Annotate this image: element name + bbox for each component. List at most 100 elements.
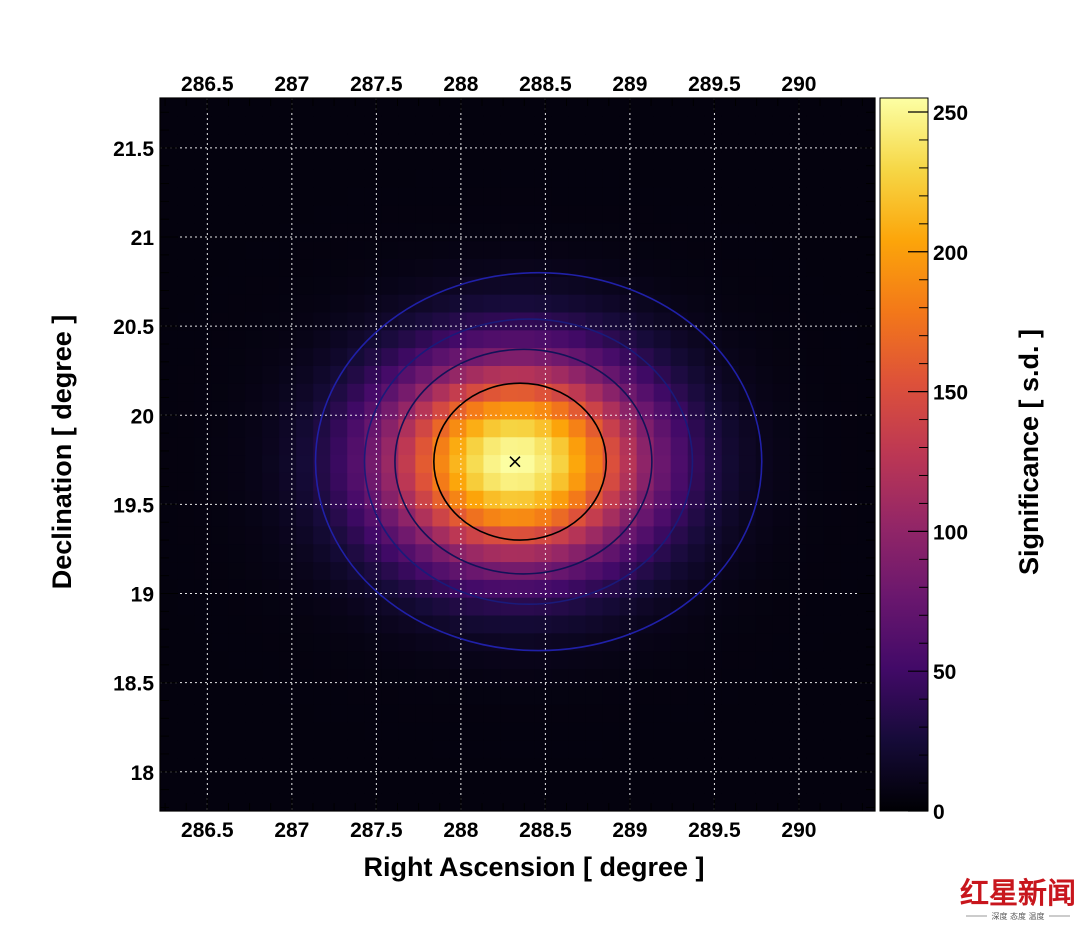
heatmap-cell xyxy=(466,115,485,135)
heatmap-cell xyxy=(160,454,178,473)
heatmap-cell xyxy=(483,169,502,188)
heatmap-cell xyxy=(551,169,570,188)
heatmap-cell xyxy=(670,204,689,224)
heatmap-cell xyxy=(177,614,195,634)
heatmap-cell xyxy=(160,222,178,242)
heatmap-cell xyxy=(840,383,859,402)
heatmap-cell xyxy=(177,579,195,598)
heatmap-cell xyxy=(517,204,536,224)
heatmap-cell xyxy=(449,258,468,277)
heatmap-cell xyxy=(177,561,195,580)
heatmap-cell xyxy=(857,490,875,509)
heatmap-cell xyxy=(296,490,314,509)
heatmap-cell xyxy=(177,276,195,295)
heatmap-cell xyxy=(551,294,570,313)
heatmap-cell xyxy=(211,472,229,491)
heatmap-cell xyxy=(551,151,570,170)
heatmap-cell xyxy=(449,365,468,384)
heatmap-cell xyxy=(194,222,212,242)
contour-line-1 xyxy=(314,271,763,652)
heatmap-cell xyxy=(585,401,604,420)
heatmap-cell xyxy=(432,597,450,616)
heatmap-cell xyxy=(347,668,365,687)
heatmap-cell xyxy=(517,793,536,811)
heatmap-cell xyxy=(568,98,587,117)
heatmap-cell xyxy=(619,329,638,349)
heatmap-cell xyxy=(194,757,212,776)
heatmap-cell xyxy=(398,383,416,402)
heatmap-cell xyxy=(568,169,587,188)
heatmap-cell xyxy=(347,401,365,420)
heatmap-cell xyxy=(449,775,468,794)
heatmap-cell xyxy=(245,365,263,384)
x-tick-label: 286.5 xyxy=(181,819,234,842)
heatmap-cell xyxy=(466,258,485,277)
heatmap-cell xyxy=(517,490,536,509)
heatmap-cell xyxy=(721,98,740,117)
colorbar xyxy=(879,97,929,812)
heatmap-cell xyxy=(806,507,825,527)
heatmap-cell xyxy=(262,169,280,188)
heatmap-cell xyxy=(398,543,416,563)
heatmap-cell xyxy=(551,347,570,366)
heatmap-cell xyxy=(857,133,875,153)
heatmap-cell xyxy=(398,561,416,580)
heatmap-cell xyxy=(449,151,468,170)
heatmap-cell xyxy=(738,739,757,759)
heatmap-cell xyxy=(313,632,331,652)
heatmap-cell xyxy=(704,187,723,206)
heatmap-cell xyxy=(381,472,399,491)
heatmap-cell xyxy=(177,258,195,277)
heatmap-cell xyxy=(415,258,433,277)
heatmap-cell xyxy=(313,222,331,242)
heatmap-cell xyxy=(500,668,519,687)
heatmap-cell xyxy=(228,169,246,188)
heatmap-cell xyxy=(466,472,485,491)
heatmap-cell xyxy=(568,757,587,776)
heatmap-cell xyxy=(449,739,468,759)
heatmap-cell xyxy=(194,490,212,509)
heatmap-cell xyxy=(500,98,519,117)
heatmap-cell xyxy=(398,775,416,794)
heatmap-cell xyxy=(160,187,178,206)
heatmap-cell xyxy=(840,579,859,598)
heatmap-cell xyxy=(500,276,519,295)
heatmap-cell xyxy=(330,222,348,242)
heatmap-cell xyxy=(755,704,774,723)
heatmap-cell xyxy=(517,151,536,170)
heatmap-cell xyxy=(755,240,774,260)
heatmap-cell xyxy=(279,151,297,170)
heatmap-cell xyxy=(857,240,875,260)
heatmap-cell xyxy=(636,294,655,313)
heatmap-cell xyxy=(619,187,638,206)
heatmap-cell xyxy=(857,579,875,598)
heatmap-cell xyxy=(772,614,791,634)
heatmap-cell xyxy=(194,543,212,563)
heatmap-cell xyxy=(500,204,519,224)
heatmap-cell xyxy=(738,222,757,242)
heatmap-cell xyxy=(177,187,195,206)
heatmap-cell xyxy=(619,133,638,153)
heatmap-cell xyxy=(772,204,791,224)
heatmap-cell xyxy=(279,793,297,811)
heatmap-cell xyxy=(636,704,655,723)
heatmap-cell xyxy=(772,668,791,687)
heatmap-cell xyxy=(704,579,723,598)
heatmap-cell xyxy=(857,276,875,295)
heatmap-cell xyxy=(670,294,689,313)
heatmap-cell xyxy=(653,383,672,402)
heatmap-cell xyxy=(704,507,723,527)
heatmap-cell xyxy=(483,347,502,366)
heatmap-cell xyxy=(160,561,178,580)
heatmap-cell xyxy=(704,686,723,705)
heatmap-cell xyxy=(364,329,382,349)
heatmap-cell xyxy=(517,775,536,794)
heatmap-cell xyxy=(704,401,723,420)
heatmap-cell xyxy=(194,793,212,811)
heatmap-cell xyxy=(704,561,723,580)
contour-line-2 xyxy=(363,318,694,606)
heatmap-cell xyxy=(721,561,740,580)
heatmap-cell xyxy=(364,151,382,170)
heatmap-cell xyxy=(483,632,502,652)
heatmap-cell xyxy=(840,187,859,206)
